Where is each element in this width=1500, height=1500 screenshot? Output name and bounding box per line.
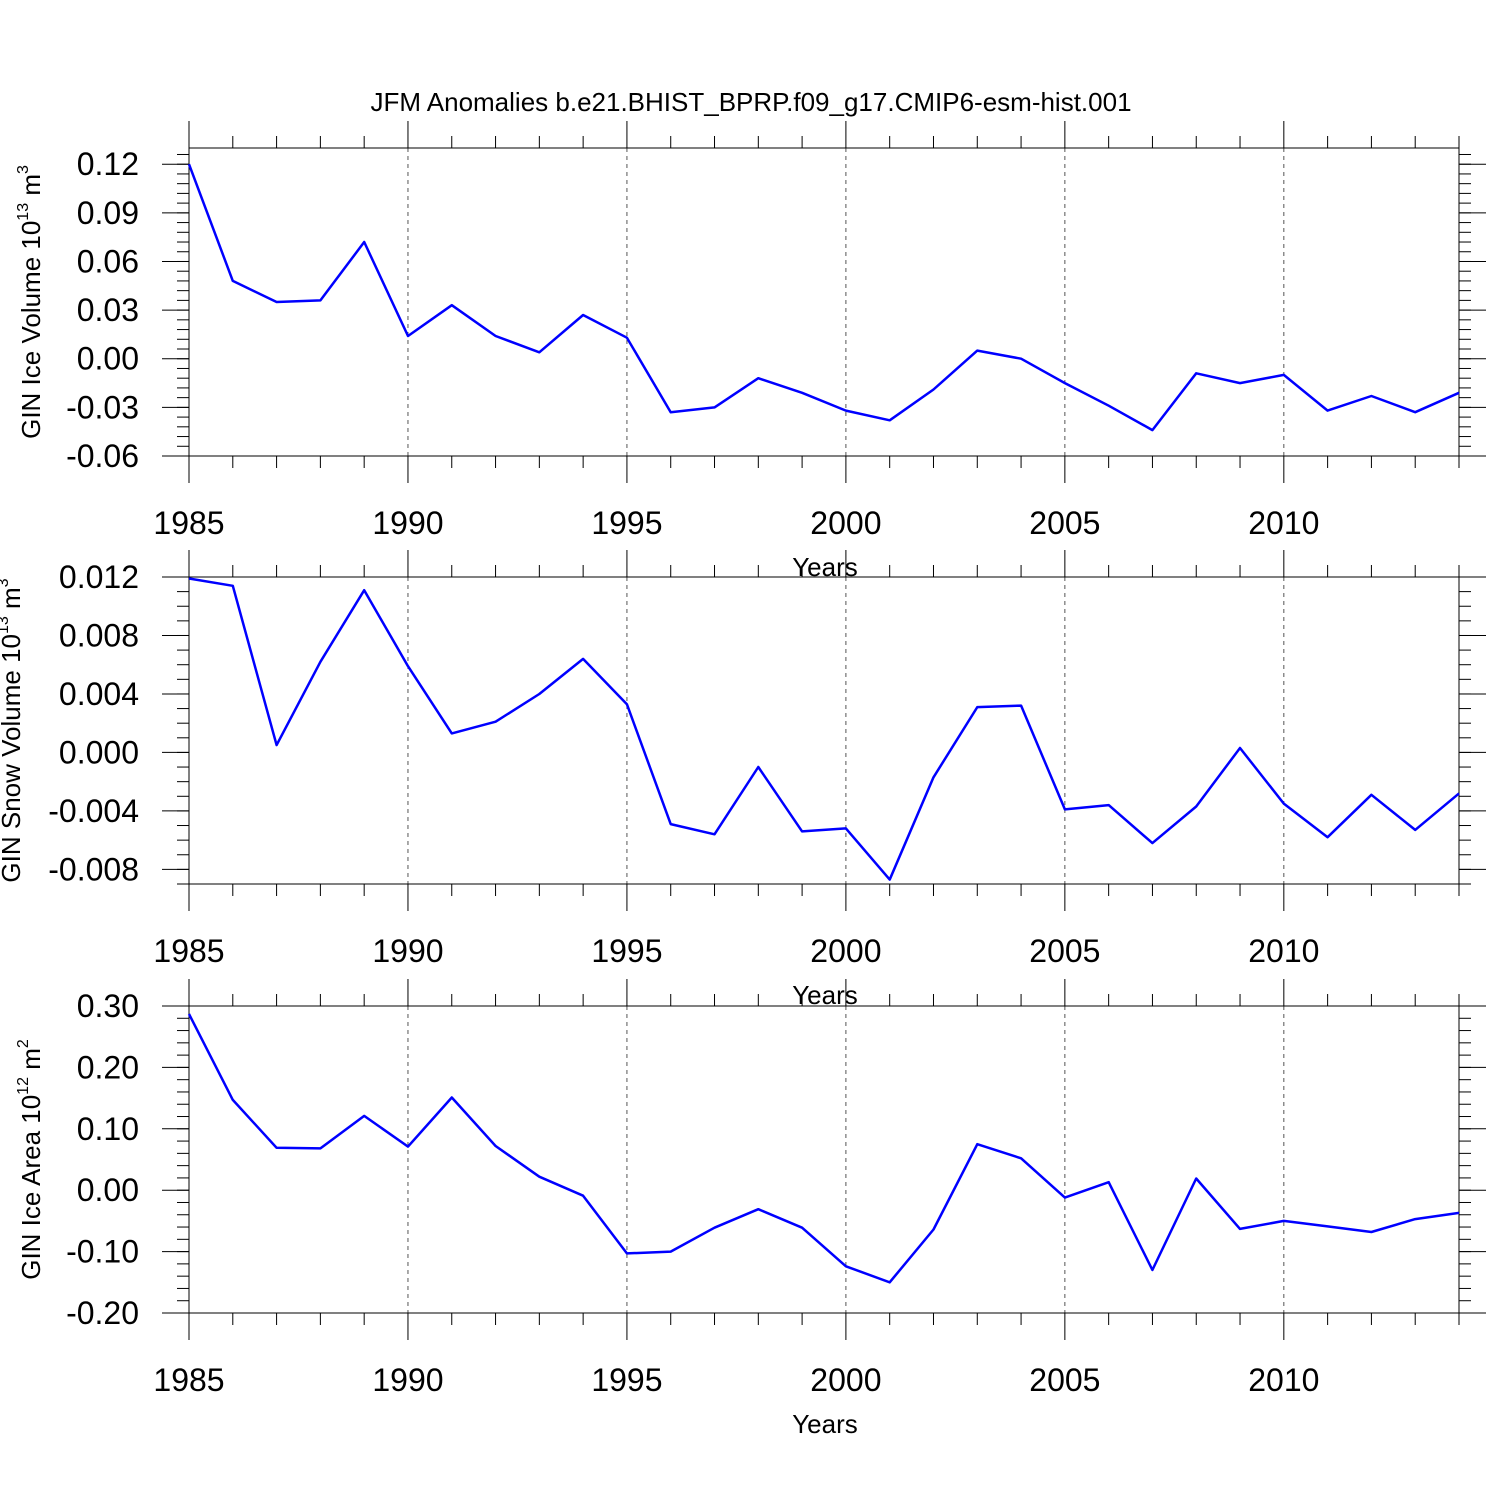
y-tick-label: 0.10 [77, 1111, 139, 1147]
x-tick-label: 2010 [1248, 1362, 1319, 1398]
x-tick-label: 1995 [591, 1362, 662, 1398]
x-tick-label: 1995 [591, 505, 662, 541]
plot-frame [188, 576, 1460, 885]
x-tick-label: 1985 [153, 505, 224, 541]
y-tick-label: 0.00 [77, 1172, 139, 1208]
y-axis-label-exponent: 12 [15, 1077, 32, 1095]
y-tick-label: 0.06 [77, 243, 139, 279]
x-tick-label: 2000 [810, 1362, 881, 1398]
y-tick-label: 0.012 [59, 559, 139, 595]
figure-title: JFM Anomalies b.e21.BHIST_BPRP.f09_g17.C… [370, 87, 1131, 117]
y-axis-label-text: GIN Ice Area 10 [16, 1095, 46, 1280]
y-axis-label-unit-exponent: 2 [15, 1039, 32, 1048]
x-tick-label: 2005 [1029, 505, 1100, 541]
x-tick-label: 1985 [153, 1362, 224, 1398]
x-tick-label: 1990 [372, 1362, 443, 1398]
y-tick-label: -0.20 [66, 1295, 139, 1331]
y-tick-label: 0.12 [77, 146, 139, 182]
series-line [187, 163, 1460, 432]
y-tick-label: 0.30 [77, 988, 139, 1024]
x-tick-label: 1995 [591, 933, 662, 969]
y-axis-label-unit: m [16, 1048, 46, 1077]
x-axis-label: Years [792, 1409, 858, 1439]
y-axis-label-unit: m [16, 174, 46, 203]
series-line [187, 1013, 1460, 1284]
x-tick-label: 1985 [153, 933, 224, 969]
y-tick-label: 0.004 [59, 676, 139, 712]
y-tick-label: -0.10 [66, 1234, 139, 1270]
x-tick-label: 2000 [810, 933, 881, 969]
y-tick-label: -0.008 [48, 851, 139, 887]
series-line [188, 577, 1460, 881]
y-axis-label-unit-exponent: 3 [15, 165, 32, 174]
x-tick-label: 2010 [1248, 505, 1319, 541]
y-tick-label: 0.008 [59, 617, 139, 653]
plot-frame [188, 1005, 1460, 1314]
x-tick-label: 1990 [372, 505, 443, 541]
chart-panel-1: 1985 1990 1995 2000 2005 2010Years-0.06-0.030… [15, 121, 1486, 582]
y-tick-label: 0.000 [59, 734, 139, 770]
x-tick-label: 2000 [810, 505, 881, 541]
y-axis-label-exponent: 13 [0, 616, 12, 634]
x-tick-label: 2010 [1248, 933, 1319, 969]
y-axis-label: GIN Snow Volume 1013 m3 [0, 578, 26, 882]
x-tick-label: 1990 [372, 933, 443, 969]
y-tick-label: -0.03 [66, 389, 139, 425]
y-axis-label-unit-exponent: 3 [0, 578, 12, 587]
y-tick-label: 0.03 [77, 292, 139, 328]
chart-panel-2: 1985 1990 1995 2000 2005 2010 Years -0.008 -0.00… [0, 550, 1486, 1010]
y-axis-label-text: GIN Snow Volume 10 [0, 634, 26, 883]
plot-frame [188, 147, 1460, 457]
y-axis-label-exponent: 13 [15, 203, 32, 221]
chart-panel-3: 1985 1990 1995 2000 2005 2010 Years -0.20 -0.10 0… [15, 979, 1486, 1439]
y-axis-label: GIN Ice Area 1012 m2 [15, 1039, 46, 1280]
x-axis-label: Years [792, 980, 858, 1010]
y-tick-label: -0.06 [66, 438, 139, 474]
y-axis-label: GIN Ice Volume 1013 m3 [15, 165, 46, 439]
x-tick-label: 2005 [1029, 1362, 1100, 1398]
y-tick-label: 0.09 [77, 195, 139, 231]
x-tick-label: 2005 [1029, 933, 1100, 969]
y-axis-label-text: GIN Ice Volume 10 [16, 221, 46, 439]
y-axis-label-unit: m [0, 587, 26, 616]
y-tick-label: 0.00 [77, 341, 139, 377]
y-tick-label: -0.004 [48, 793, 139, 829]
y-tick-label: 0.20 [77, 1049, 139, 1085]
